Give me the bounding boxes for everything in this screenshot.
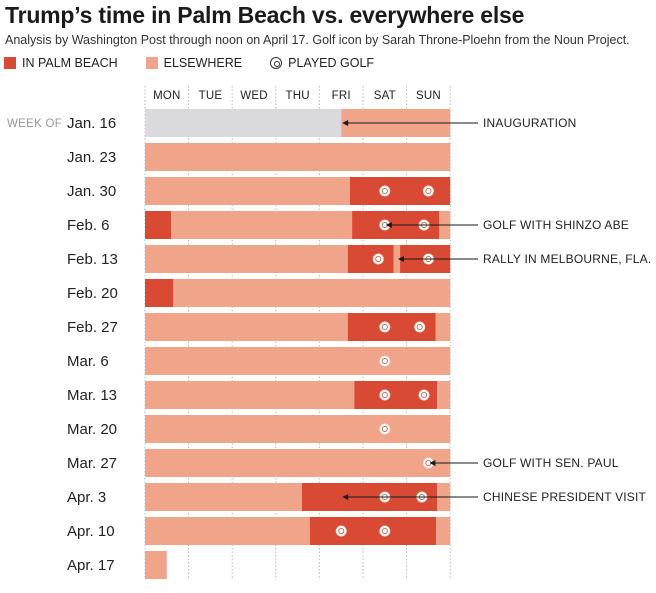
golf-ball-icon bbox=[379, 321, 391, 333]
golf-ball-icon bbox=[379, 389, 391, 401]
day-label: MON bbox=[153, 90, 180, 102]
day-label: SUN bbox=[416, 90, 441, 102]
week-label: Apr. 10 bbox=[67, 523, 115, 540]
golf-ball-icon bbox=[379, 185, 391, 197]
golf-ball-icon bbox=[335, 525, 347, 537]
week-label: Mar. 6 bbox=[67, 353, 109, 370]
legend-item-elsewhere: ELSEWHERE bbox=[145, 56, 243, 70]
legend-item-palm-beach: IN PALM BEACH bbox=[4, 56, 118, 70]
week-label: Feb. 20 bbox=[67, 285, 118, 302]
golf-ball-detail bbox=[375, 255, 382, 263]
golf-ball-detail bbox=[381, 323, 388, 331]
segment-palm-beach bbox=[349, 177, 451, 205]
golf-ball-detail bbox=[381, 425, 388, 433]
week-label: Mar. 20 bbox=[67, 421, 117, 438]
annotation-arrowhead bbox=[429, 460, 436, 466]
golf-ball-icon bbox=[379, 355, 391, 367]
golf-ball-icon bbox=[379, 423, 391, 435]
week-of-label: WEEK OF bbox=[7, 118, 62, 130]
week-label: Apr. 3 bbox=[67, 489, 106, 506]
day-label: SAT bbox=[374, 90, 396, 102]
segment-palm-beach bbox=[145, 211, 172, 239]
segment-pre-inauguration bbox=[145, 109, 342, 137]
annotation-arrowhead bbox=[342, 120, 349, 126]
golf-ball-detail bbox=[425, 187, 432, 195]
segment-elsewhere bbox=[145, 143, 451, 171]
week-label: Jan. 30 bbox=[67, 183, 116, 200]
segment-elsewhere bbox=[437, 381, 451, 409]
annotation-arrowhead bbox=[398, 256, 405, 262]
legend-label-golf: PLAYED GOLF bbox=[288, 56, 375, 70]
week-label: Mar. 13 bbox=[67, 387, 117, 404]
week-label: Feb. 6 bbox=[67, 217, 110, 234]
golf-ball-detail bbox=[381, 391, 388, 399]
legend-label-palm-beach: IN PALM BEACH bbox=[22, 56, 118, 70]
annotation-arrowhead bbox=[385, 222, 392, 228]
golf-ball-detail bbox=[420, 391, 428, 399]
week-label: Jan. 16 bbox=[67, 115, 116, 132]
day-label: FRI bbox=[332, 90, 351, 102]
golf-ball-icon bbox=[372, 253, 384, 265]
segment-palm-beach bbox=[347, 245, 394, 273]
golf-ball-detail bbox=[381, 187, 388, 195]
annotation-label: INAUGURATION bbox=[483, 116, 577, 130]
segment-elsewhere bbox=[145, 415, 451, 443]
annotation-label: GOLF WITH SEN. PAUL bbox=[483, 456, 619, 470]
golf-ball-detail bbox=[416, 323, 423, 331]
golf-ball-detail bbox=[338, 527, 345, 535]
golf-ball-icon bbox=[414, 321, 426, 333]
golf-ball-detail bbox=[381, 357, 388, 365]
week-label: Mar. 27 bbox=[67, 455, 117, 472]
segment-elsewhere bbox=[145, 517, 310, 545]
golf-ball-icon bbox=[379, 525, 391, 537]
week-label: Feb. 13 bbox=[67, 251, 118, 268]
segment-elsewhere bbox=[145, 483, 302, 511]
week-label: Jan. 23 bbox=[67, 149, 116, 166]
segment-elsewhere bbox=[173, 279, 451, 307]
legend-swatch-palm-beach bbox=[4, 57, 16, 69]
segment-elsewhere bbox=[145, 245, 348, 273]
day-label: WED bbox=[240, 90, 267, 102]
week-label: Apr. 17 bbox=[67, 557, 115, 574]
segment-elsewhere bbox=[145, 551, 167, 579]
segment-elsewhere bbox=[145, 177, 350, 205]
segment-elsewhere bbox=[145, 313, 348, 341]
segment-elsewhere bbox=[435, 313, 451, 341]
day-label: TUE bbox=[199, 90, 223, 102]
segment-palm-beach bbox=[309, 517, 437, 545]
legend-swatch-elsewhere bbox=[145, 57, 158, 69]
golf-ball-icon bbox=[418, 389, 430, 401]
segment-elsewhere bbox=[393, 245, 401, 273]
annotation-label: RALLY IN MELBOURNE, FLA. bbox=[483, 252, 651, 266]
golf-ball-icon bbox=[422, 185, 434, 197]
segment-palm-beach bbox=[145, 279, 174, 307]
segment-elsewhere bbox=[145, 449, 451, 477]
week-label: Feb. 27 bbox=[67, 319, 118, 336]
chart-subtitle: Analysis by Washington Post through noon… bbox=[5, 33, 630, 47]
segment-elsewhere bbox=[145, 381, 355, 409]
golf-ball-icon bbox=[270, 57, 283, 69]
legend-item-golf: PLAYED GOLF bbox=[270, 56, 374, 70]
annotation-label: CHINESE PRESIDENT VISIT bbox=[483, 490, 647, 504]
day-label: THU bbox=[285, 90, 309, 102]
legend: IN PALM BEACH ELSEWHERE PLAYED GOLF bbox=[4, 55, 402, 71]
annotation-label: GOLF WITH SHINZO ABE bbox=[483, 218, 629, 232]
golf-ball-detail bbox=[381, 527, 388, 535]
segment-elsewhere bbox=[145, 347, 451, 375]
segment-elsewhere bbox=[171, 211, 353, 239]
annotation-arrowhead bbox=[342, 494, 349, 500]
legend-label-elsewhere: ELSEWHERE bbox=[163, 56, 243, 70]
chart-title: Trump’s time in Palm Beach vs. everywher… bbox=[5, 2, 525, 28]
segment-elsewhere bbox=[436, 517, 451, 545]
